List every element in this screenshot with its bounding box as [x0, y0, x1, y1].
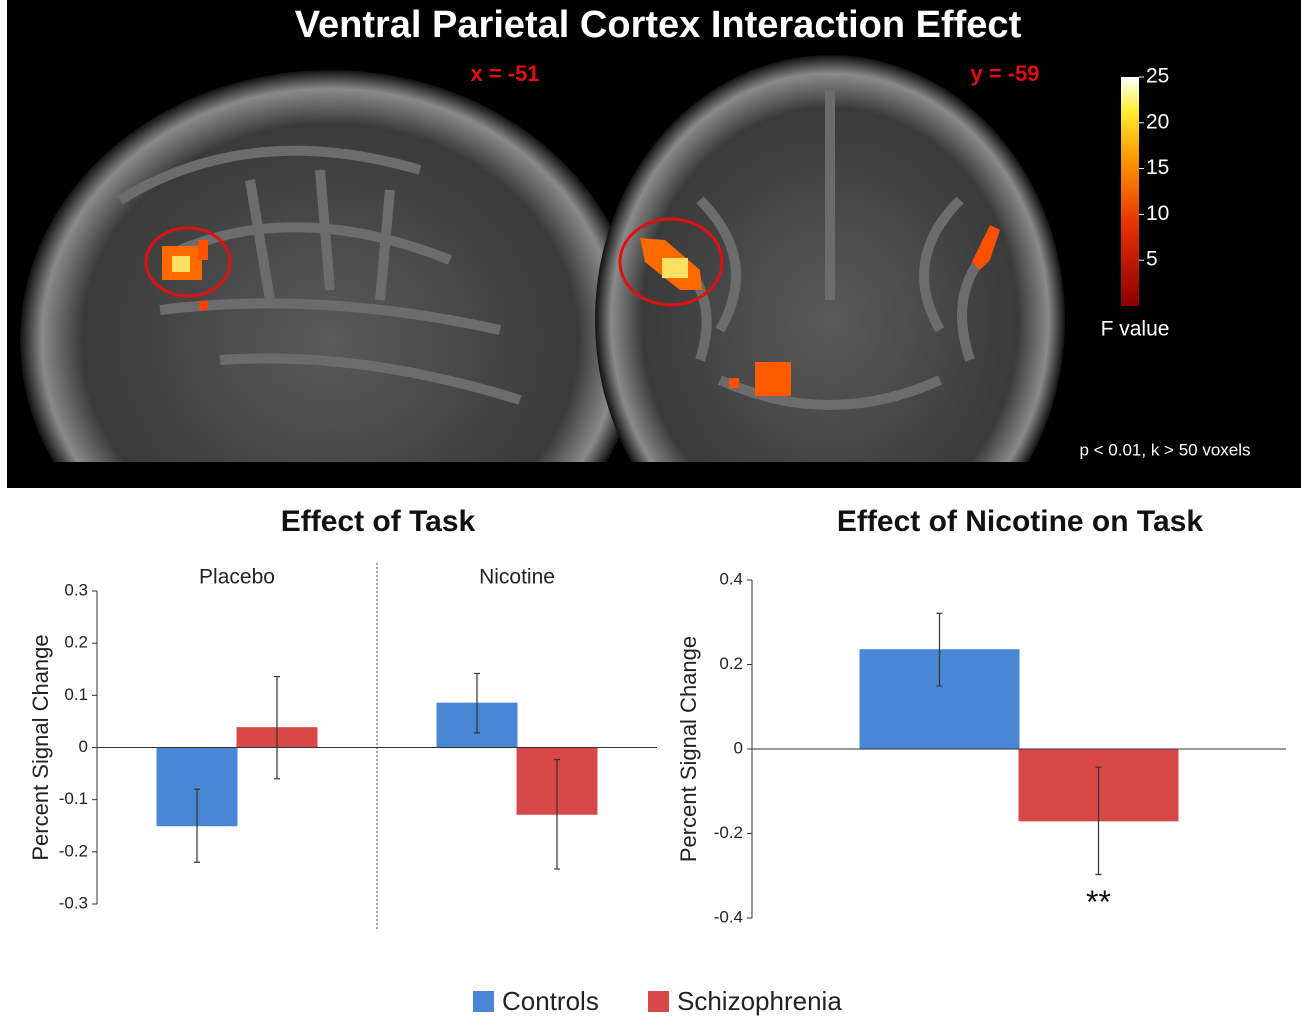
- chart-title: Effect of Nicotine on Task: [837, 505, 1203, 538]
- y-tick-label: 0.4: [719, 569, 743, 588]
- figure-title: Ventral Parietal Cortex Interaction Effe…: [295, 4, 1022, 46]
- activation: [198, 240, 208, 260]
- colorbar-tick-label: 20: [1146, 110, 1169, 133]
- activation: [199, 301, 208, 310]
- colorbar-tick-label: 10: [1146, 202, 1169, 225]
- colorbar: [1121, 77, 1139, 306]
- colorbar-tick-label: 15: [1146, 156, 1169, 179]
- y-tick-label: 0.1: [64, 685, 88, 704]
- y-tick-label: -0.4: [714, 907, 743, 926]
- activation: [729, 378, 739, 388]
- legend-swatch: [473, 991, 494, 1012]
- legend-swatch: [648, 991, 669, 1012]
- activation: [755, 362, 791, 396]
- colorbar-tick-label: 5: [1146, 248, 1158, 271]
- chart-title: Effect of Task: [281, 505, 476, 538]
- y-tick-label: 0.3: [64, 580, 88, 599]
- y-tick-label: -0.2: [714, 823, 743, 842]
- legend-label: Controls: [502, 986, 599, 1016]
- slice-label: y = -59: [970, 61, 1039, 86]
- y-tick-label: -0.3: [59, 893, 88, 912]
- slice-label: x = -51: [470, 61, 539, 86]
- activation: [662, 258, 688, 278]
- activation: [172, 256, 190, 272]
- y-tick-label: 0: [734, 738, 743, 757]
- y-tick-label: -0.2: [59, 841, 88, 860]
- y-axis-label: Percent Signal Change: [676, 636, 701, 862]
- figure: Ventral Parietal Cortex Interaction Effe…: [0, 0, 1301, 1018]
- significance-mark: **: [1086, 884, 1111, 920]
- y-tick-label: 0.2: [64, 633, 88, 652]
- colorbar-tick-label: 25: [1146, 65, 1169, 88]
- y-tick-label: 0.2: [719, 654, 743, 673]
- legend-label: Schizophrenia: [677, 986, 842, 1016]
- y-axis-label: Percent Signal Change: [28, 634, 53, 860]
- category-label: Placebo: [199, 566, 275, 589]
- y-tick-label: -0.1: [59, 789, 88, 808]
- colorbar-label: F value: [1101, 318, 1170, 341]
- category-label: Nicotine: [479, 566, 555, 589]
- y-tick-label: 0: [79, 737, 88, 756]
- threshold-note: p < 0.01, k > 50 voxels: [1079, 440, 1250, 459]
